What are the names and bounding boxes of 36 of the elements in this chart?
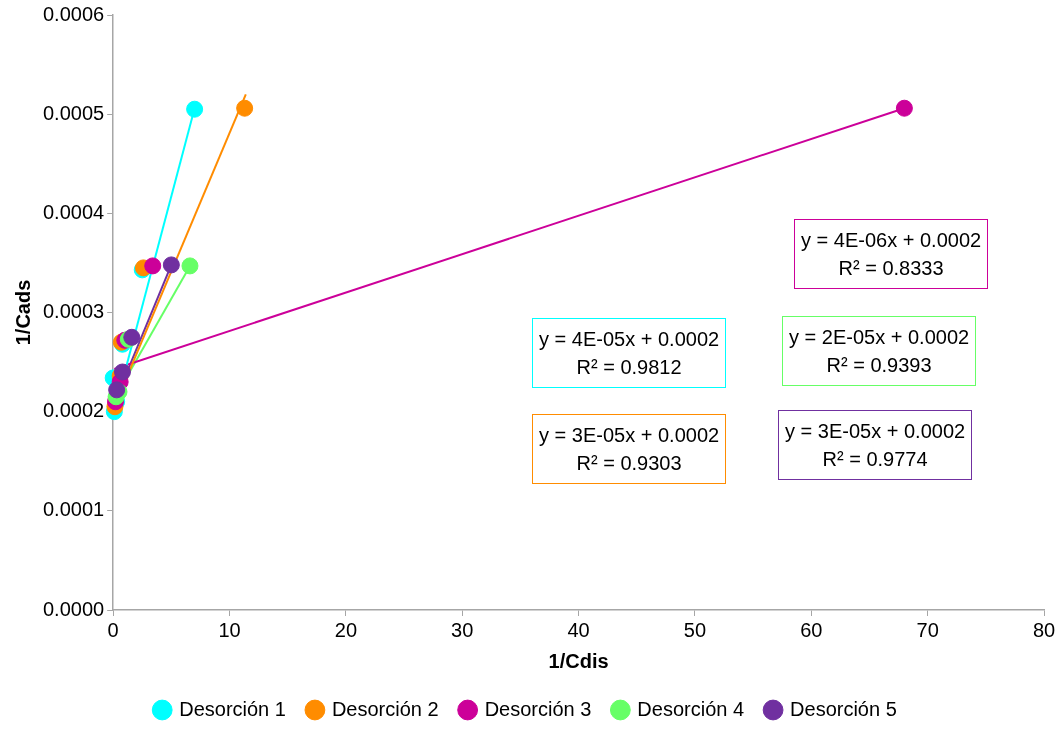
x-tick-label: 30 (451, 618, 474, 641)
x-axis-title: 1/Cdis (548, 649, 609, 672)
annotation: y = 3E-05x + 0.0002 R² = 0.9303 (532, 414, 727, 484)
y-tick-label: 0.0002 (43, 399, 105, 422)
x-tick-label: 80 (1032, 618, 1056, 641)
point (186, 100, 204, 118)
annotation: y = 4E-06x + 0.0002 R² = 0.8333 (794, 219, 989, 289)
legend-label: Desorción 1 (179, 697, 286, 720)
point (236, 99, 254, 117)
point (113, 363, 131, 381)
legend-label: Desorción 3 (484, 697, 592, 720)
y-tick-label: 0.0006 (43, 2, 105, 25)
point (144, 257, 162, 275)
point (181, 257, 199, 275)
y-tick-label: 0.0003 (43, 300, 105, 323)
y-axis-title: 1/Cads (11, 279, 34, 346)
legend-label: Desorción 4 (637, 697, 745, 720)
x-tick-label: 0 (107, 618, 119, 641)
legend-label: Desorción 2 (331, 697, 439, 720)
annotation: y = 3E-05x + 0.0002 R² = 0.9774 (778, 410, 973, 480)
annotation: y = 2E-05x + 0.0002 R² = 0.9393 (782, 316, 977, 386)
annotation: y = 4E-05x + 0.0002 R² = 0.9812 (532, 318, 727, 388)
point (895, 99, 913, 117)
x-tick-label: 20 (334, 618, 357, 641)
y-tick-label: 0.0001 (43, 498, 105, 521)
legend-label: Desorción 5 (790, 697, 897, 720)
x-tick-label: 40 (567, 618, 590, 641)
x-tick-label: 70 (916, 618, 939, 641)
y-tick-label: 0.0005 (43, 101, 105, 124)
y-tick-label: 0.0000 (43, 597, 105, 620)
x-tick-label: 60 (800, 618, 823, 641)
y-tick-label: 0.0004 (43, 200, 105, 223)
point (123, 328, 141, 346)
x-tick-label: 50 (683, 618, 707, 641)
x-tick-label: 10 (218, 618, 241, 641)
point (162, 256, 180, 274)
